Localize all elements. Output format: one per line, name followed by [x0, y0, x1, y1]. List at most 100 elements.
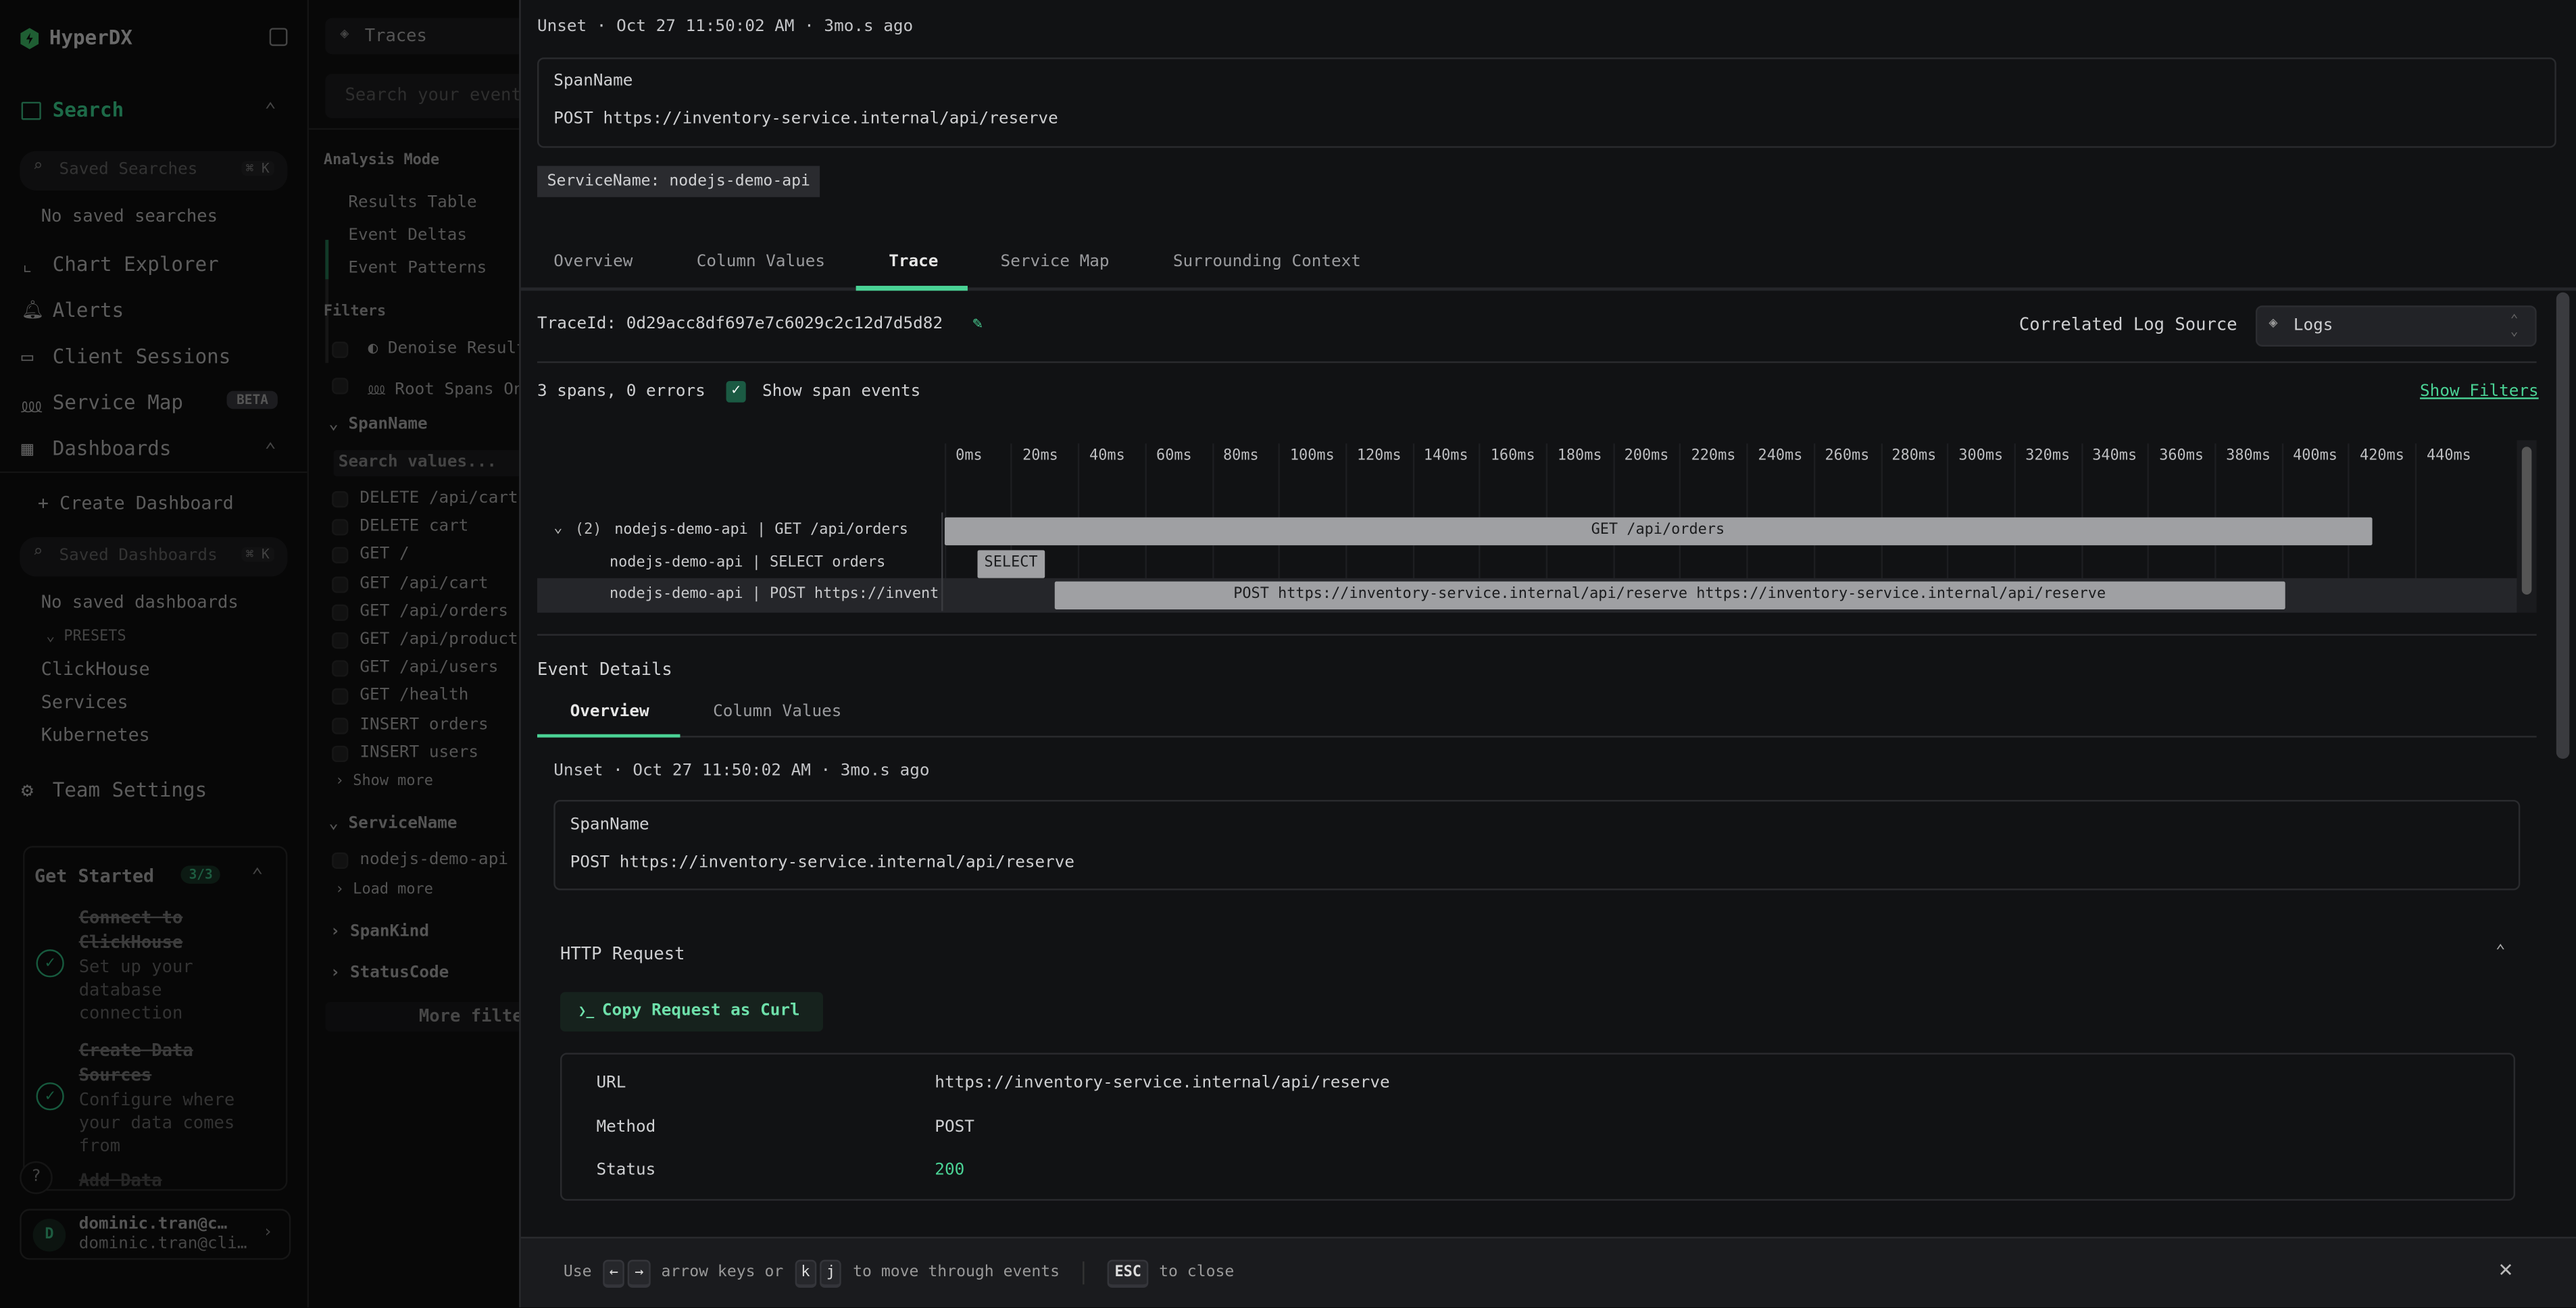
show-more-button[interactable]: › Show more: [335, 774, 433, 790]
mode-event-patterns[interactable]: Event Patterns: [348, 259, 487, 278]
tab-surrounding-context[interactable]: Surrounding Context: [1172, 253, 1361, 272]
nav-client-sessions[interactable]: Client Sessions: [52, 345, 231, 368]
detail-tab-column-values[interactable]: Column Values: [713, 703, 842, 722]
chevron-up-icon[interactable]: ⌃: [2495, 942, 2506, 961]
filter-checkbox[interactable]: [332, 490, 349, 508]
nav-team-settings[interactable]: Team Settings: [52, 778, 207, 802]
more-filters-button[interactable]: More filters: [325, 1001, 520, 1032]
spanname-filter-header[interactable]: ⌄ SpanName: [328, 416, 428, 434]
nav-chart-explorer[interactable]: Chart Explorer: [52, 253, 219, 276]
preset-item[interactable]: Services: [41, 691, 128, 713]
load-more-button[interactable]: › Load more: [335, 882, 433, 899]
http-field-value: https://inventory-service.internal/api/r…: [935, 1074, 1390, 1092]
close-icon[interactable]: ✕: [2498, 1256, 2513, 1283]
pencil-icon[interactable]: ✎: [972, 315, 983, 334]
hyperdx-logo-icon: [20, 28, 39, 49]
chevron-up-icon[interactable]: ⌃: [264, 98, 276, 122]
http-field-value: 200: [935, 1161, 965, 1180]
show-filters-link[interactable]: Show Filters: [2420, 382, 2539, 401]
mode-event-deltas[interactable]: Event Deltas: [348, 226, 468, 245]
filter-checkbox[interactable]: [332, 852, 349, 870]
span-bar[interactable]: GET /api/orders: [944, 517, 2372, 546]
mode-results-table[interactable]: Results Table: [348, 193, 477, 212]
create-dashboard-button[interactable]: + Create Dashboard: [37, 493, 234, 514]
filter-value: GET /: [360, 546, 410, 564]
child-count: (2): [574, 522, 602, 539]
saved-dashboards-input[interactable]: ⌕ Saved Dashboards ⌘ K: [20, 536, 288, 577]
spankind-filter-header[interactable]: › SpanKind: [330, 923, 430, 942]
collapse-sidebar-icon[interactable]: [269, 28, 288, 47]
servicename-filter-header[interactable]: ⌄ ServiceName: [328, 814, 457, 833]
filters-label: Filters: [323, 303, 387, 321]
show-span-events-checkbox[interactable]: ✓: [726, 381, 746, 403]
nav-dashboards[interactable]: Dashboards: [52, 436, 172, 460]
search-input[interactable]: Search your events: [325, 74, 520, 119]
tab-trace[interactable]: Trace: [889, 253, 939, 272]
step-title[interactable]: Add Data: [78, 1171, 162, 1191]
copy-curl-button[interactable]: ❯_ Copy Request as Curl: [560, 992, 823, 1032]
filter-checkbox[interactable]: [332, 604, 349, 621]
span-row-label[interactable]: nodejs-demo-api | GET /api/orders: [614, 522, 908, 539]
filter-checkbox[interactable]: [332, 688, 349, 705]
filter-values-search[interactable]: Search values...: [333, 450, 520, 477]
service-name-badge[interactable]: ServiceName: nodejs-demo-api: [537, 166, 820, 197]
nav-service-map[interactable]: Service Map: [52, 391, 184, 414]
tab-service-map[interactable]: Service Map: [1000, 253, 1110, 272]
span-row-label[interactable]: nodejs-demo-api | SELECT orders: [609, 554, 886, 572]
help-icon[interactable]: ?: [20, 1161, 53, 1194]
expand-chevron-icon[interactable]: ⌄: [553, 520, 563, 537]
denoise-checkbox[interactable]: [332, 341, 349, 358]
tick-label: 240ms: [1758, 448, 1803, 466]
filter-checkbox[interactable]: [332, 576, 349, 593]
detail-tab-overview[interactable]: Overview: [570, 703, 649, 722]
bell-icon: 🔔︎: [21, 299, 45, 321]
filter-checkbox[interactable]: [332, 717, 349, 734]
tick-label: 320ms: [2025, 448, 2071, 466]
step-desc: Set up your database connection: [78, 957, 193, 1024]
preset-item[interactable]: Kubernetes: [41, 724, 150, 746]
filter-value: nodejs-demo-api: [360, 851, 508, 870]
filter-checkbox[interactable]: [332, 632, 349, 649]
span-bar[interactable]: POST https://inventory-service.internal/…: [1054, 582, 2285, 610]
step-title[interactable]: Create Data Sources: [78, 1041, 193, 1086]
tick-label: 260ms: [1825, 448, 1870, 466]
filter-checkbox[interactable]: [332, 660, 349, 678]
laptop-icon: ▭: [21, 345, 34, 368]
source-select[interactable]: ◈ Traces: [325, 18, 520, 55]
http-field-name: Status: [596, 1161, 656, 1180]
root-spans-checkbox[interactable]: [332, 378, 349, 395]
layers-icon: ◈: [2269, 315, 2278, 332]
statuscode-filter-header[interactable]: › StatusCode: [330, 964, 449, 982]
filter-value: GET /api/products: [360, 630, 520, 649]
hint-text: to move through events: [853, 1263, 1060, 1282]
step-title[interactable]: Connect to ClickHouse: [78, 908, 183, 953]
denoise-label: ◐ Denoise Results: [368, 340, 520, 358]
user-menu[interactable]: D dominic.tran@c… dominic.tran@cli… ›: [20, 1209, 291, 1260]
filter-value: GET /health: [360, 687, 469, 705]
tab-overview[interactable]: Overview: [553, 253, 633, 272]
span-bar[interactable]: SELECT: [977, 549, 1045, 578]
sidebar: HyperDX Search ⌃ ⌕ Saved Searches ⌘ K No…: [0, 0, 309, 1308]
span-row-label[interactable]: nodejs-demo-api | POST https://invento: [609, 586, 940, 604]
chevron-right-icon: ›: [262, 1224, 273, 1242]
chevron-up-icon[interactable]: ⌃: [251, 863, 264, 887]
right-arrow-key: →: [628, 1259, 651, 1288]
tick-label: 160ms: [1490, 448, 1535, 466]
nav-alerts[interactable]: Alerts: [52, 299, 124, 322]
saved-searches-input[interactable]: ⌕ Saved Searches ⌘ K: [20, 151, 288, 191]
drawer-scrollbar[interactable]: [2556, 292, 2570, 759]
filter-checkbox[interactable]: [332, 519, 349, 536]
waterfall-scrollbar[interactable]: [2517, 440, 2537, 613]
tab-column-values[interactable]: Column Values: [696, 253, 826, 272]
presets-header[interactable]: ⌄ PRESETS: [46, 629, 126, 646]
correlated-log-source-select[interactable]: ◈ Logs ⌃ ⌄: [2255, 305, 2537, 347]
nav-search[interactable]: Search: [52, 98, 124, 122]
label-divider[interactable]: [941, 512, 943, 611]
chevron-up-icon[interactable]: ⌃: [264, 438, 276, 462]
http-request-heading[interactable]: HTTP Request: [560, 944, 685, 965]
filter-checkbox[interactable]: [332, 745, 349, 762]
load-more-text: Load more: [353, 882, 433, 899]
preset-item[interactable]: ClickHouse: [41, 658, 150, 680]
chart-icon: ⌞: [21, 253, 34, 276]
filter-checkbox[interactable]: [332, 547, 349, 564]
